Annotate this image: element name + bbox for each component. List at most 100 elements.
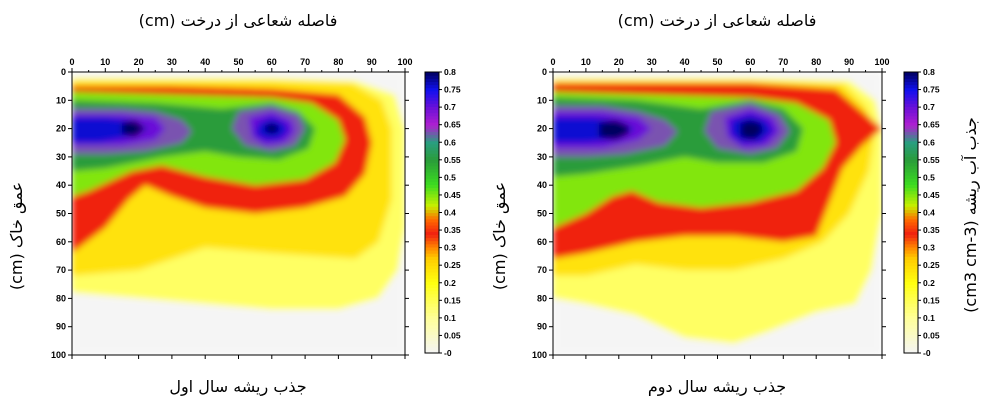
colorbar-tick-label: 0.75: [444, 85, 461, 95]
colorbar-swatch: [425, 87, 439, 92]
colorbar-swatch: [425, 293, 439, 298]
colorbar-swatch: [425, 240, 439, 245]
colorbar-swatch: [425, 200, 439, 204]
colorbar-swatch: [425, 212, 439, 217]
colorbar-swatch: [425, 287, 439, 292]
colorbar-tick-label: 0.35: [444, 225, 461, 235]
colorbar-tick-label: 0.6: [444, 137, 456, 147]
colorbar-swatch: [425, 118, 439, 123]
x-tick-label: 30: [647, 57, 657, 67]
colorbar-tick-label: 0.75: [923, 85, 940, 95]
colorbar-swatch: [425, 328, 439, 332]
colorbar-swatch: [904, 196, 918, 201]
y-tick-label: 20: [56, 124, 66, 134]
colorbar-swatch: [425, 81, 439, 86]
colorbar-tick-label: 0.8: [444, 67, 456, 77]
colorbar-tick-label: 0.1: [923, 313, 935, 323]
colorbar-swatch: [425, 156, 439, 161]
colorbar-tick-label: 0.05: [444, 330, 461, 340]
colorbar-swatch: [425, 162, 439, 167]
colorbar-swatch: [425, 128, 439, 132]
colorbar-swatch: [425, 159, 439, 164]
y-axis-label-second-year: عمق خاک (cm): [490, 182, 510, 290]
colorbar-swatch: [904, 96, 918, 101]
colorbar-swatch: [425, 218, 439, 223]
x-tick-label: 40: [680, 57, 690, 67]
colorbar-swatch: [904, 343, 918, 348]
colorbar-swatch: [425, 309, 439, 314]
colorbar-swatch: [904, 143, 918, 148]
contour-band-0.8: [599, 120, 629, 140]
colorbar-swatch: [425, 134, 439, 139]
x-tick-label: 50: [712, 57, 722, 67]
colorbar-swatch: [425, 349, 439, 354]
axes-second-year: 0 10 20 30 40 50 60 70 80 90 100 0 10 20 30 40 50 60 70 80 9…: [532, 57, 890, 360]
y-tick-label: 70: [537, 265, 547, 275]
y-tick-label: 50: [537, 209, 547, 219]
colorbar-swatch: [425, 346, 439, 351]
colorbar-swatch: [904, 193, 918, 198]
colorbar-tick-label: 0.55: [444, 155, 461, 165]
colorbar-swatch: [904, 293, 918, 298]
colorbar-swatch: [425, 278, 439, 282]
heatmap-first-year: [72, 72, 405, 355]
panel-first-year: فاصله شعاعی از درخت (cm) 0 10 20 30 40 50 60 70…: [7, 11, 413, 397]
colorbar-swatch: [904, 237, 918, 242]
colorbar-swatch: [904, 243, 918, 248]
colorbar-swatch: [904, 78, 918, 82]
colorbar-swatch: [904, 303, 918, 307]
x-tick-label: 0: [550, 57, 555, 67]
colorbar-swatch: [425, 253, 439, 257]
colorbar-swatch: [904, 287, 918, 292]
colorbar-tick-label: -0: [923, 348, 931, 358]
colorbar-swatch: [425, 203, 439, 207]
colorbar-swatch: [904, 318, 918, 323]
colorbar-swatch: [425, 84, 439, 89]
colorbar-swatch: [904, 249, 918, 254]
colorbar-swatch: [425, 178, 439, 182]
colorbar-tick-label: 0.5: [444, 172, 456, 182]
colorbar-tick-label: 0.05: [923, 330, 940, 340]
colorbar-swatch: [904, 178, 918, 182]
x-tick-label: 90: [367, 57, 377, 67]
colorbar-swatch: [425, 100, 439, 104]
colorbar-swatch: [425, 146, 439, 151]
colorbar-swatch: [425, 140, 439, 145]
x-tick-label: 10: [581, 57, 591, 67]
colorbar-swatch: [904, 153, 918, 157]
x-tick-label: 70: [778, 57, 788, 67]
colorbar-swatch: [904, 296, 918, 301]
x-tick-label: 30: [167, 57, 177, 67]
colorbar-swatch: [904, 299, 918, 304]
colorbar-swatch: [904, 203, 918, 207]
y-tick-label: 60: [56, 237, 66, 247]
colorbar-swatch: [904, 156, 918, 161]
x-axis-label-second-year: جذب ریشه سال دوم: [648, 377, 786, 397]
y-tick-label: 10: [537, 95, 547, 105]
colorbar-tick-label: 0.45: [444, 190, 461, 200]
colorbar-swatch: [425, 231, 439, 235]
colorbar-swatch: [904, 168, 918, 173]
colorbar-swatch: [425, 209, 439, 214]
colorbar-swatch: [904, 259, 918, 264]
colorbar-tick-label: 0.2: [923, 278, 935, 288]
colorbar-swatch: [904, 134, 918, 139]
colorbar-swatch: [904, 181, 918, 185]
x-tick-label: 20: [134, 57, 144, 67]
colorbar-swatch: [904, 278, 918, 282]
colorbar-swatch: [425, 106, 439, 111]
colorbar-swatch: [425, 228, 439, 232]
x-tick-label: 100: [874, 57, 889, 67]
colorbar-swatch: [425, 234, 439, 239]
colorbar-swatch: [425, 249, 439, 254]
colorbar-swatch: [425, 115, 439, 120]
colorbar-tick-label: 0.55: [923, 155, 940, 165]
x-tick-label: 40: [200, 57, 210, 67]
colorbar-swatch: [425, 321, 439, 326]
colorbar-swatch: [425, 193, 439, 198]
colorbar-swatch: [425, 103, 439, 107]
colorbar-swatch: [904, 215, 918, 220]
panel-second-year: فاصله شعاعی از درخت (cm) 0 10 20 30 40 50 60 70…: [490, 11, 890, 397]
y-tick-label: 40: [537, 180, 547, 190]
colorbar-swatch: [904, 271, 918, 276]
